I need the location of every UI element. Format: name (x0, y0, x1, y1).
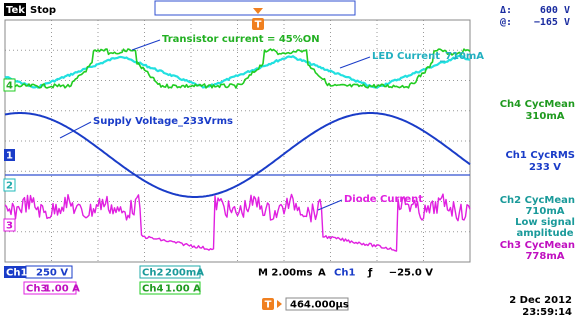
trigger-mode: A (318, 268, 326, 279)
measurement-label: Ch2 CycMean (500, 195, 575, 206)
trigger-arrow (253, 8, 263, 14)
annotation-arrow (340, 57, 370, 68)
annotation-arrow (60, 122, 91, 138)
measurement-value: 778mA (525, 251, 564, 262)
annotation: Diode Current (344, 194, 423, 205)
timebase: M 2.00ms (258, 268, 313, 279)
channel-name: Ch4 (142, 284, 163, 295)
channel-marker: 4 (6, 81, 13, 92)
measurement-value: 310mA (525, 111, 564, 122)
measurement-note: amplitude (516, 228, 573, 239)
at-value: −165 V (534, 17, 570, 28)
annotation: Transistor current = 45%ON (162, 34, 320, 45)
scope-screen: Tek Stop T Δ: 600 V @: −165 V Transistor… (0, 0, 577, 322)
channel-scale: 250 V (36, 268, 68, 279)
annotation: LED Current_710mA (372, 51, 484, 62)
channel-name: Ch2 (142, 268, 163, 279)
measurement-value: 233 V (529, 162, 561, 173)
trigger-marker: T (255, 20, 262, 31)
supply-voltage-trace (5, 113, 470, 197)
delta-value: 600 V (540, 5, 570, 16)
at-label: @: (500, 17, 512, 28)
annotation: Supply Voltage_233Vrms (93, 116, 233, 127)
channel-marker: 2 (6, 181, 13, 192)
page: {"header": {"brand": "Tek", "status": "S… (0, 0, 577, 322)
channel-scale: 1.00 A (165, 284, 201, 295)
brand: Tek (6, 5, 25, 16)
time: 23:59:14 (522, 307, 572, 318)
measurement-value: 710mA (525, 206, 564, 217)
annotation-arrow (132, 40, 160, 50)
measurement-label: Ch3 CycMean (500, 240, 575, 251)
trigger-slope: ƒ (367, 268, 373, 279)
measurement-label: Ch4 CycMean (500, 99, 575, 110)
date: 2 Dec 2012 (509, 295, 572, 306)
channel-marker: 1 (6, 151, 13, 162)
channel-name: Ch1 (6, 268, 27, 279)
horizontal-position: 464.000µs (290, 300, 349, 311)
status: Stop (30, 5, 56, 16)
channel-marker: 3 (6, 221, 13, 232)
horizontal-arrow (277, 300, 282, 308)
trigger-source: Ch1 (334, 268, 355, 279)
channel-scale: 200mA (165, 268, 204, 279)
measurement-label: Ch1 CycRMS (505, 150, 575, 161)
trigger-level: −25.0 V (389, 268, 434, 279)
channel-scale: 1.00 A (44, 284, 80, 295)
measurement-note: Low signal (515, 217, 575, 228)
delta-label: Δ: (500, 5, 512, 16)
horizontal-marker: T (265, 300, 272, 311)
